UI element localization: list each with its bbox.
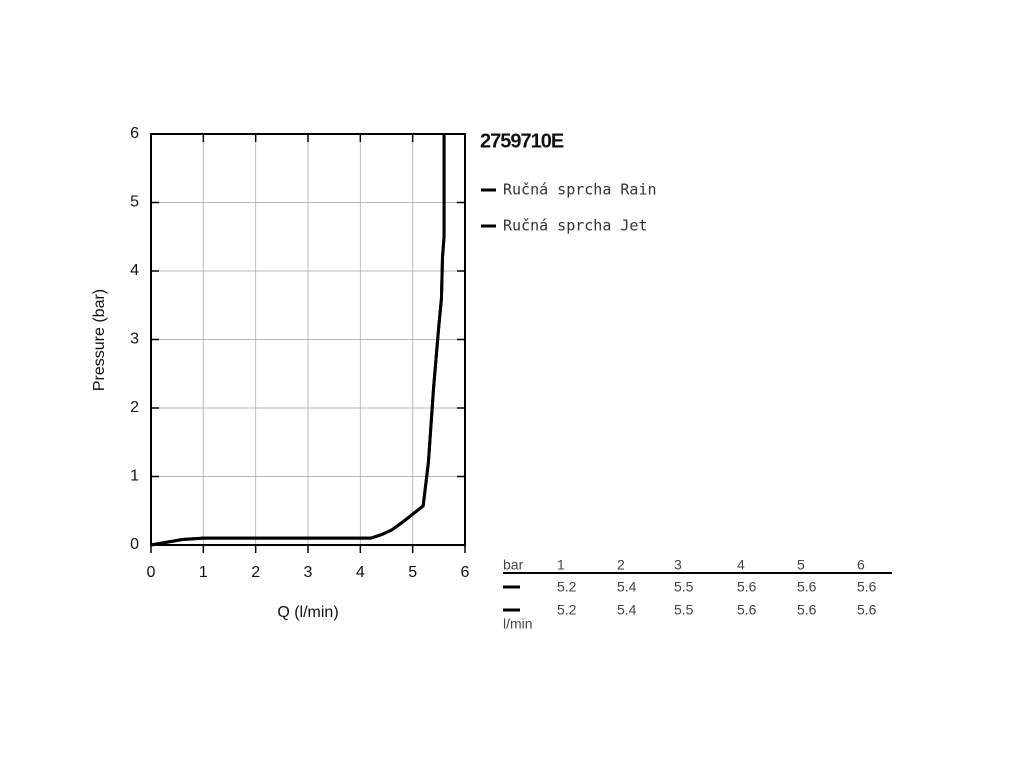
- table-cell: 5.6: [857, 602, 877, 618]
- x-tick-label: 0: [147, 564, 156, 581]
- table-cell: 5.6: [737, 602, 757, 618]
- table-cell: 5.2: [557, 602, 577, 618]
- table-cell: 5.6: [737, 579, 757, 595]
- table-header: 6: [857, 557, 865, 573]
- y-tick-label: 1: [130, 468, 139, 485]
- y-tick-label: 3: [130, 331, 139, 348]
- series-line: [150, 134, 446, 547]
- legend-label: Ručná sprcha Jet: [503, 217, 648, 235]
- table-header: 3: [674, 557, 682, 573]
- y-axis-label: Pressure (bar): [91, 289, 108, 391]
- table-cell: 5.5: [674, 579, 694, 595]
- x-tick-label: 4: [356, 564, 365, 581]
- y-tick-label: 4: [130, 262, 139, 279]
- table-header: 1: [557, 557, 565, 573]
- x-tick-label: 5: [408, 564, 417, 581]
- table-cell: 5.6: [797, 602, 817, 618]
- y-tick-label: 0: [130, 536, 139, 553]
- table-cell: 5.6: [857, 579, 877, 595]
- x-axis-label: Q (l/min): [277, 604, 338, 621]
- legend-label: Ručná sprcha Rain: [503, 181, 657, 199]
- table-header: 5: [797, 557, 805, 573]
- chart-title: 2759710E: [480, 130, 564, 152]
- table-cell: 5.4: [617, 602, 637, 618]
- x-tick-label: 6: [461, 564, 470, 581]
- table-header: 4: [737, 557, 745, 573]
- table-header: 2: [617, 557, 625, 573]
- y-tick-label: 5: [130, 194, 139, 211]
- y-tick-label: 6: [130, 125, 139, 142]
- y-tick-label: 2: [130, 399, 139, 416]
- x-tick-label: 3: [304, 564, 313, 581]
- table-header: bar: [503, 557, 524, 573]
- table-cell: 5.6: [797, 579, 817, 595]
- table-cell: 5.4: [617, 579, 637, 595]
- x-tick-label: 2: [251, 564, 260, 581]
- table-cell: 5.2: [557, 579, 577, 595]
- x-tick-label: 1: [199, 564, 208, 581]
- table-unit: l/min: [503, 616, 533, 632]
- table-cell: 5.5: [674, 602, 694, 618]
- plot-frame: [150, 133, 466, 546]
